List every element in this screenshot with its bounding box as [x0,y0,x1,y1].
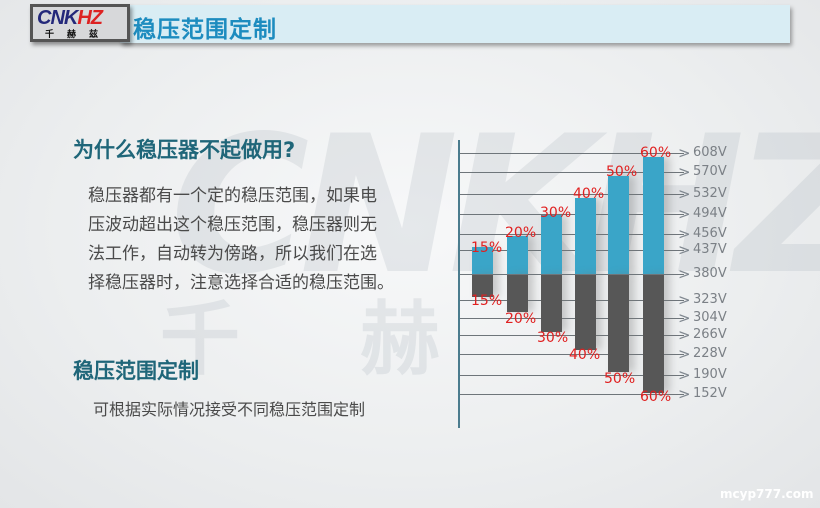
percent-label-upper: 20% [505,225,537,241]
gridline-266 [460,335,684,336]
bar-upper-15 [472,247,493,274]
gridline-304 [460,318,684,319]
bar-upper-60 [643,157,664,274]
voltage-tick-label: 570V [693,164,727,179]
voltage-tick-label: 228V [693,346,727,361]
arrow-right-icon: > [678,326,691,344]
y-axis [458,140,460,428]
percent-label-upper: 60% [640,145,672,161]
bar-lower-40 [575,274,596,350]
gridline-323 [460,300,684,301]
gridline-437 [460,250,684,251]
voltage-tick-label: 152V [693,386,727,401]
arrow-right-icon: > [678,309,691,327]
paragraph-line: 择稳压器时，注意选择合适的稳压范围。 [88,273,394,293]
percent-label-upper: 50% [606,164,638,180]
logo: CNKHZ 千赫兹 [30,4,130,42]
logo-wordmark: CNKHZ [37,7,103,30]
arrow-right-icon: > [678,265,691,283]
voltage-tick-label: 437V [693,242,727,257]
logo-text-right: HZ [77,7,103,29]
arrow-right-icon: > [678,345,691,363]
bar-upper-50 [608,176,629,274]
custom-description: 可根据实际情况接受不同稳压范围定制 [93,400,366,419]
arrow-right-icon: > [678,225,691,243]
arrow-right-icon: > [678,366,691,384]
bar-upper-30 [541,215,562,274]
voltage-tick-label: 494V [693,206,727,221]
percent-label-lower: 30% [537,330,569,346]
voltage-tick-label: 323V [693,292,727,307]
section-heading-custom: 稳压范围定制 [73,359,199,383]
percent-label-upper: 40% [573,186,605,202]
voltage-tick-label: 532V [693,186,727,201]
percent-label-lower: 60% [640,389,672,405]
arrow-right-icon: > [678,291,691,309]
percent-label-upper: 15% [471,240,503,256]
voltage-tick-label: 190V [693,367,727,382]
gridline-456 [460,234,684,235]
bar-lower-20 [507,274,528,312]
bar-lower-30 [541,274,562,332]
section-heading-why: 为什么稳压器不起做用? [73,138,296,162]
page-title: 稳压范围定制 [133,17,277,43]
bar-lower-60 [643,274,664,393]
voltage-tick-label: 266V [693,327,727,342]
voltage-tick-label: 380V [693,266,727,281]
percent-label-lower: 20% [505,311,537,327]
percent-label-lower: 50% [604,371,636,387]
logo-text-left: CNK [37,7,78,29]
gridline-228 [460,354,684,355]
arrow-right-icon: > [678,163,691,181]
bar-upper-40 [575,198,596,274]
paragraph-line: 压波动超出这个稳压范围，稳压器则无 [88,215,377,235]
bar-upper-20 [507,236,528,274]
voltage-tick-label: 304V [693,310,727,325]
site-watermark: mcyp777.com [720,487,814,501]
gridline-overlay-380 [460,274,684,275]
percent-label-upper: 30% [540,205,572,221]
title-bar [120,5,790,43]
logo-subtitle: 千赫兹 [45,30,112,40]
gridline-494 [460,214,684,215]
explanation-paragraph: 稳压器都有一个定的稳压范围，如果电 压波动超出这个稳压范围，稳压器则无 法工作，… [88,182,428,298]
paragraph-line: 法工作，自动转为傍路，所以我们在选 [88,244,377,264]
gridline-190 [460,375,684,376]
gridline-570 [460,172,684,173]
gridline-608 [460,153,684,154]
arrow-right-icon: > [678,205,691,223]
paragraph-line: 稳压器都有一个定的稳压范围，如果电 [88,186,377,206]
bar-lower-50 [608,274,629,372]
arrow-right-icon: > [678,185,691,203]
arrow-right-icon: > [678,385,691,403]
percent-label-lower: 15% [471,293,503,309]
bar-lower-15 [472,274,493,297]
arrow-right-icon: > [678,241,691,259]
voltage-tick-label: 456V [693,226,727,241]
gridline-152 [460,394,684,395]
arrow-right-icon: > [678,144,691,162]
percent-label-lower: 40% [569,347,601,363]
gridline-532 [460,194,684,195]
voltage-tick-label: 608V [693,145,727,160]
